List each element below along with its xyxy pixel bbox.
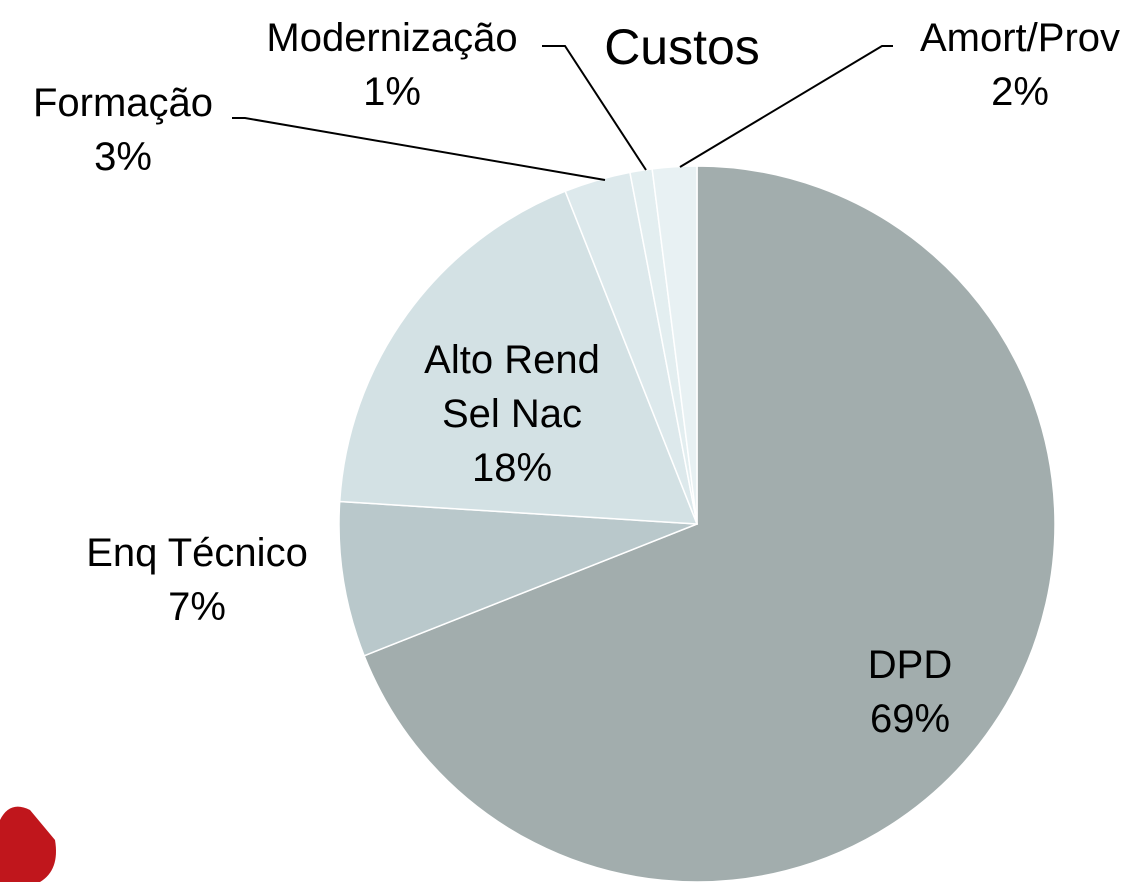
slice-label: DPD 69% [868,638,952,746]
slice-label: Amort/Prov 2% [920,11,1120,119]
pie-slice [363,165,1056,882]
decoration [0,806,56,882]
leader-lines [232,45,893,181]
pie-slice [651,165,698,525]
slice-label: Modernização 1% [266,11,517,119]
value-label: 18% [471,446,553,490]
slice-label: Alto Rend Sel Nac 18% [392,333,632,495]
category-label: Amort/Prov [919,16,1121,60]
category-label: Formação [32,81,214,125]
value-label: 1% [363,70,421,114]
category-label: Alto Rend Sel Nac [424,338,600,436]
slice-label: Enq Técnico 7% [86,526,308,634]
category-label: Enq Técnico [86,531,308,575]
value-label: 69% [869,697,951,741]
leader-line [679,45,893,168]
value-label: 2% [991,70,1049,114]
pie-slice [338,190,699,525]
slice-label: Formação 3% [33,76,213,184]
category-label: Modernização [266,16,518,60]
chart-title: Custos [604,19,760,75]
value-label: 3% [94,135,152,179]
value-label: 7% [168,585,226,629]
leader-line [232,117,606,181]
leader-line [542,45,647,171]
category-label: DPD [867,643,953,687]
pie-slice [338,500,698,657]
